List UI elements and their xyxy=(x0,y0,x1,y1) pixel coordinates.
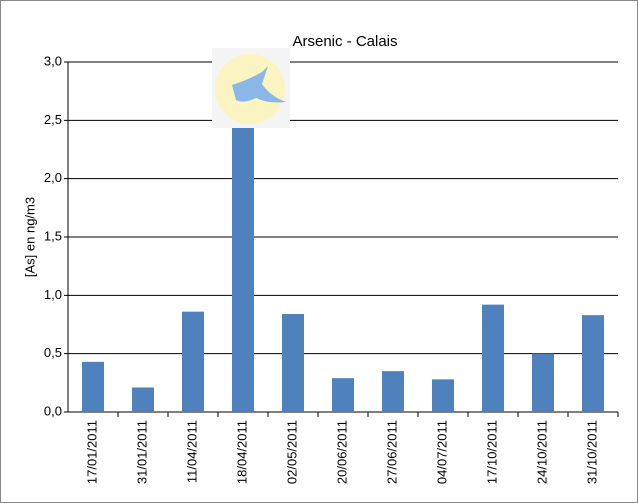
x-tick-label: 18/04/2011 xyxy=(234,420,249,484)
x-tick-label: 27/06/2011 xyxy=(384,420,399,484)
bar xyxy=(382,371,404,412)
x-tick-label: 17/10/2011 xyxy=(484,420,499,484)
x-tick-label: 11/04/2011 xyxy=(184,420,199,483)
bar xyxy=(232,62,254,412)
x-tick-label: 31/01/2011 xyxy=(134,420,149,484)
y-tick-label: 2,5 xyxy=(44,112,62,127)
bar xyxy=(332,378,354,412)
x-tick-label: 17/01/2011 xyxy=(84,420,99,484)
icon-bird xyxy=(232,66,286,103)
bar xyxy=(82,361,104,412)
y-axis-label: [As] en ng/m3 xyxy=(22,197,37,277)
bar xyxy=(532,353,554,412)
y-tick-label: 1,0 xyxy=(44,287,62,302)
bar xyxy=(482,304,504,412)
icon xyxy=(212,48,290,128)
y-tick-label: 0,0 xyxy=(44,403,62,418)
x-tick-label: 02/05/2011 xyxy=(284,420,299,484)
y-tick-label: 1,5 xyxy=(44,228,62,243)
x-tick-label: 24/10/2011 xyxy=(534,420,549,484)
bar xyxy=(582,315,604,412)
x-tick-label: 04/07/2011 xyxy=(434,420,449,484)
chart-title: Arsenic - Calais xyxy=(292,33,397,50)
bar xyxy=(182,311,204,412)
x-tick-label: 31/10/2011 xyxy=(584,420,599,484)
y-tick-label: 3,0 xyxy=(44,53,62,68)
y-tick-label: 2,0 xyxy=(44,170,62,185)
bar xyxy=(132,387,154,412)
plot-area: 0,0 0,5 1,0 1,5 2,0 2,5 3,0 17/01/2011 31/01/201… xyxy=(44,53,619,484)
bar xyxy=(282,314,304,412)
y-tick-label: 0,5 xyxy=(44,345,62,360)
x-tick-label: 20/06/2011 xyxy=(334,420,349,484)
bar xyxy=(432,379,454,412)
